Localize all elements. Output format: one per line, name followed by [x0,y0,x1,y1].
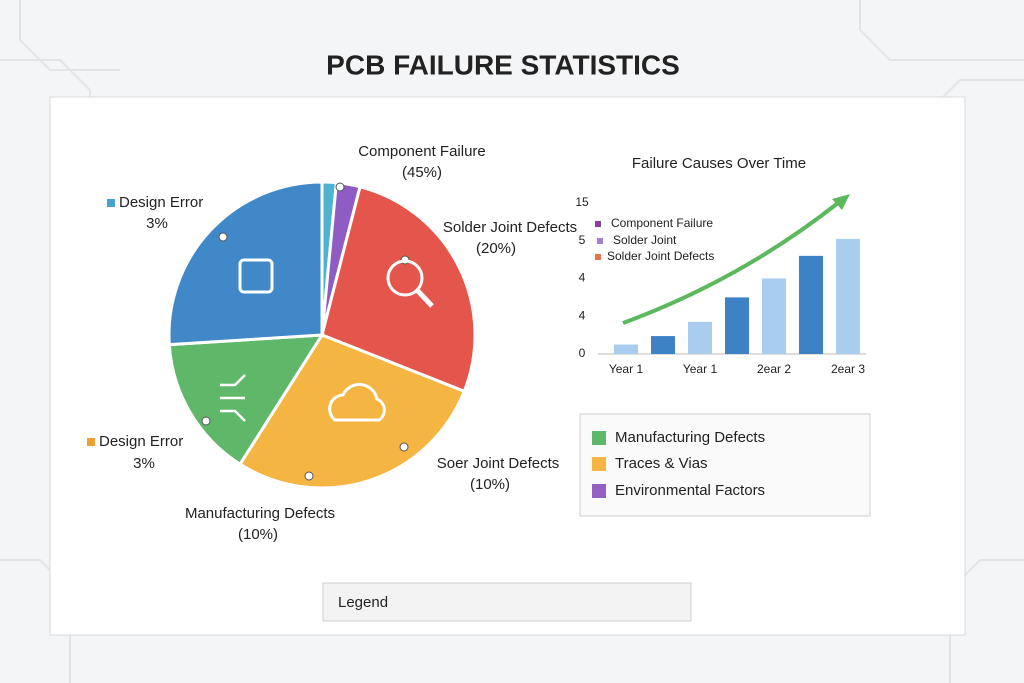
y-tick-label: 15 [575,195,589,209]
bar [762,278,786,354]
slice-annotation: (10%) [238,526,278,543]
y-tick-label: 0 [579,346,586,360]
legend-label: Solder Joint Defects [607,249,714,263]
search-icon [386,259,424,297]
legend-button-label: Legend [338,594,388,611]
page-title: PCB FAILURE STATISTICS [326,49,680,80]
cloud-icon [328,383,386,422]
slice-annotation: Solder Joint Defects [443,219,577,236]
x-tick-label: 2ear 3 [831,362,865,376]
bar [725,297,749,354]
slice-annotation: Soer Joint Defects [437,455,560,472]
slice-dot [399,442,409,452]
slice-annotation: Component Failure [358,143,486,160]
trend-arrow [622,201,840,325]
legend-swatch [595,254,601,260]
legend-label: Component Failure [611,216,713,230]
legend-label: Traces & Vias [615,455,708,472]
bar-chart-title: Failure Causes Over Time [632,155,806,172]
slice-annotation: (10%) [470,476,510,493]
legend-label: Environmental Factors [615,482,765,499]
y-tick-label: 4 [579,308,586,322]
legend-swatch [592,431,606,445]
bar [614,344,638,354]
slice-annotation: Design Error [99,433,183,450]
legend-label: Manufacturing Defects [615,429,765,446]
search-icon-handle [415,288,434,308]
annotation-marker [107,199,115,207]
x-tick-label: Year 1 [683,362,718,376]
legend-label: Solder Joint [613,233,677,247]
legend-swatch [597,238,603,244]
trend-arrow-head [832,194,850,210]
slice-annotation: (20%) [476,240,516,257]
legend-button[interactable] [322,582,692,622]
circuit-icon [220,374,246,422]
legend-box [579,413,871,517]
chip-icon [238,258,274,294]
y-tick-label: 5 [579,233,586,247]
slice-annotation: (45%) [402,164,442,181]
legend-swatch [595,221,601,227]
legend-swatch [592,457,606,471]
pie-slice [167,180,324,347]
bar [688,321,712,354]
slice-dot [201,416,211,426]
bar [836,238,860,354]
slice-dot [304,471,314,481]
legend-swatch [592,484,606,498]
x-tick-label: Year 1 [609,362,644,376]
pie-slice [320,184,477,394]
slice-annotation: Manufacturing Defects [185,505,335,522]
slice-dot [335,182,345,192]
pie-slice [237,333,467,490]
slice-dot [218,232,228,242]
annotation-marker [87,438,95,446]
bar [651,336,675,354]
bar [799,255,823,354]
x-tick-label: 2ear 2 [757,362,791,376]
slice-annotation: 3% [146,215,168,232]
slice-annotation: 3% [133,455,155,472]
y-tick-label: 4 [579,271,586,285]
slice-annotation: Design Error [119,194,203,211]
pie-slice [167,333,325,467]
